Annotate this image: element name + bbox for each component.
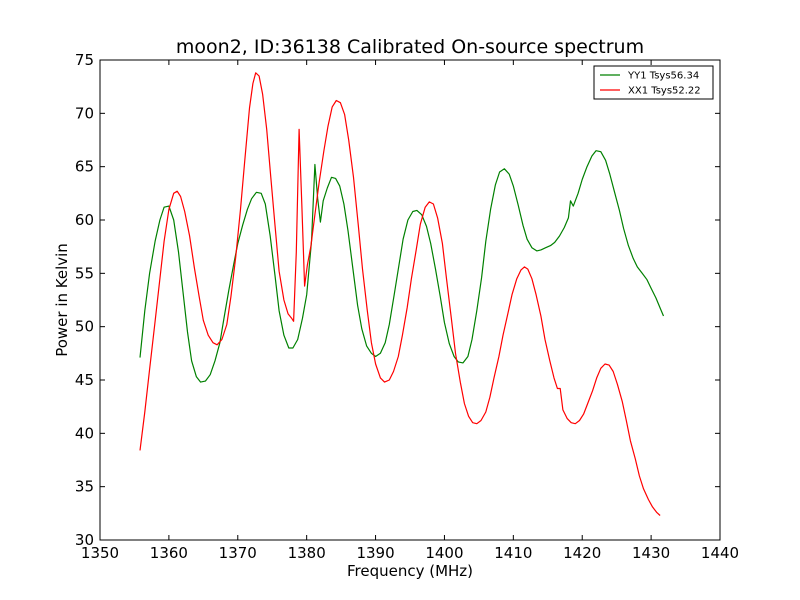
series-layer (139, 72, 665, 516)
x-tick-label: 1350 (81, 544, 119, 562)
x-tick-label: 1410 (494, 544, 532, 562)
legend-entry-1: XX1 Tsys52.22 (628, 86, 701, 97)
plot-area: 1350 1360 1370 1380 1390 1400 1410 1420 1430 1440… (75, 51, 739, 562)
y-tick-label: 60 (75, 211, 94, 229)
y-axis-label: Power in Kelvin (53, 243, 71, 357)
legend-box (593, 65, 714, 100)
axes-background (100, 60, 720, 540)
x-tick-label: 1420 (563, 544, 601, 562)
y-tick-label: 35 (75, 478, 94, 496)
x-tick-label: 1400 (425, 544, 463, 562)
axes-frame (99, 59, 721, 541)
x-axis-label: Frequency (MHz) (347, 562, 473, 580)
ticks-layer: 1350 1360 1370 1380 1390 1400 1410 1420 1430 1440… (75, 51, 739, 562)
y-tick-label: 65 (75, 158, 94, 176)
legend-entry-0: YY1 Tsys56.34 (627, 71, 699, 82)
y-tick-label: 55 (75, 264, 94, 282)
y-tick-label: 75 (75, 51, 94, 69)
y-tick-label: 40 (75, 424, 94, 442)
series-line-1 (139, 72, 661, 516)
x-tick-label: 1360 (150, 544, 188, 562)
x-tick-label: 1430 (632, 544, 670, 562)
x-tick-label: 1370 (219, 544, 257, 562)
x-tick-label: 1380 (288, 544, 326, 562)
legend: YY1 Tsys56.34 XX1 Tsys52.22 (593, 65, 714, 100)
y-tick-label: 70 (75, 104, 94, 122)
y-tick-label: 30 (75, 531, 94, 549)
x-tick-label: 1440 (701, 544, 739, 562)
series-line-0 (139, 150, 665, 383)
chart-title: moon2, ID:36138 Calibrated On-source spe… (176, 36, 644, 58)
y-tick-label: 45 (75, 371, 94, 389)
x-tick-label: 1390 (356, 544, 394, 562)
y-tick-label: 50 (75, 318, 94, 336)
